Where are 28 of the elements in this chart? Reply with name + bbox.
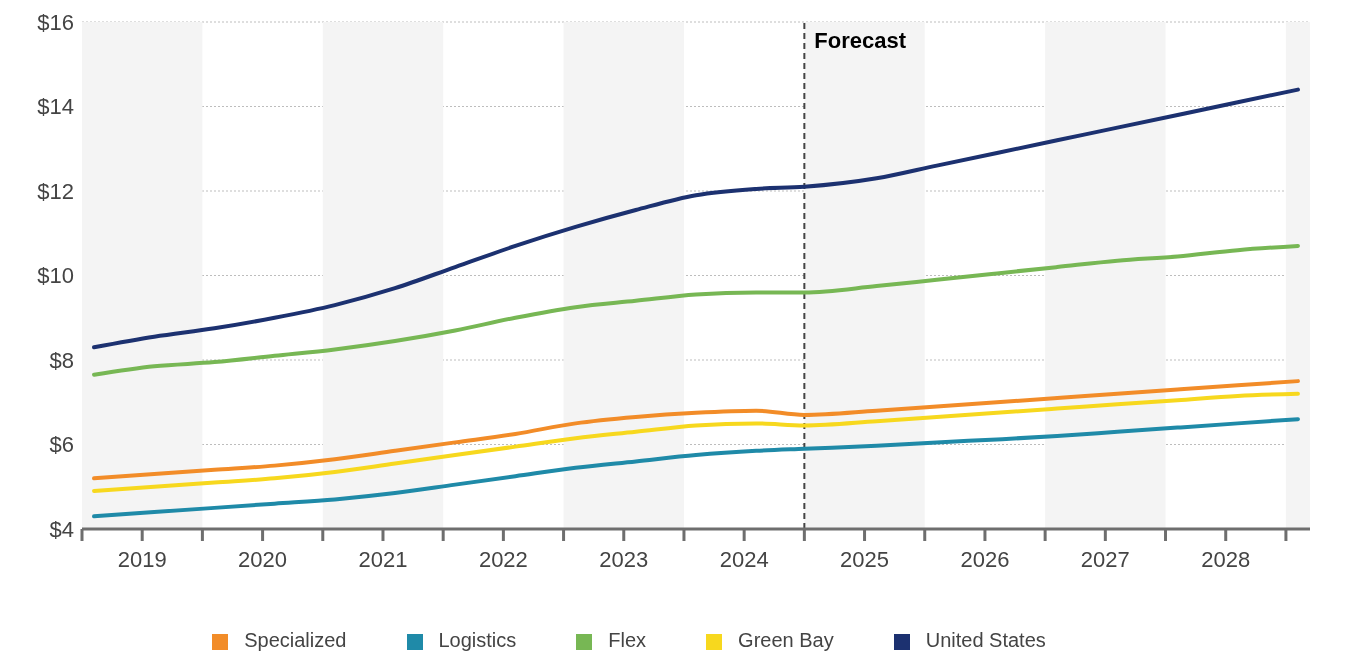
- x-tick-label: 2027: [1080, 547, 1130, 572]
- x-tick-label: 2024: [719, 547, 769, 572]
- x-tick-label: 2026: [960, 547, 1010, 572]
- x-tick-label: 2020: [238, 547, 288, 572]
- y-tick-label: $14: [37, 94, 74, 120]
- y-tick-label: $6: [49, 432, 74, 458]
- legend-label: Specialized: [244, 629, 347, 651]
- x-tick-label: 2019: [117, 547, 167, 572]
- legend-label: Green Bay: [738, 629, 834, 651]
- y-tick-label: $16: [37, 9, 74, 35]
- x-tick-label: 2028: [1201, 547, 1251, 572]
- y-tick-label: $8: [49, 347, 74, 373]
- legend-label: Flex: [608, 629, 647, 651]
- line-series: [92, 87, 1300, 350]
- y-tick-label: $10: [37, 263, 74, 289]
- line-series: [92, 391, 1300, 493]
- line-series: [92, 417, 1300, 519]
- legend-label: United States: [925, 629, 1046, 651]
- x-tick-label: 2021: [358, 547, 408, 572]
- x-tick-label: 2025: [840, 547, 890, 572]
- line-series: [92, 379, 1300, 481]
- ref-line-label: Forecast: [814, 28, 907, 53]
- y-tick-label: $4: [49, 516, 74, 542]
- y-tick-label: $12: [37, 178, 74, 204]
- x-tick-label: 2023: [599, 547, 649, 572]
- legend-label: Logistics: [438, 629, 517, 651]
- line-series: [92, 243, 1300, 377]
- x-tick-label: 2022: [478, 547, 528, 572]
